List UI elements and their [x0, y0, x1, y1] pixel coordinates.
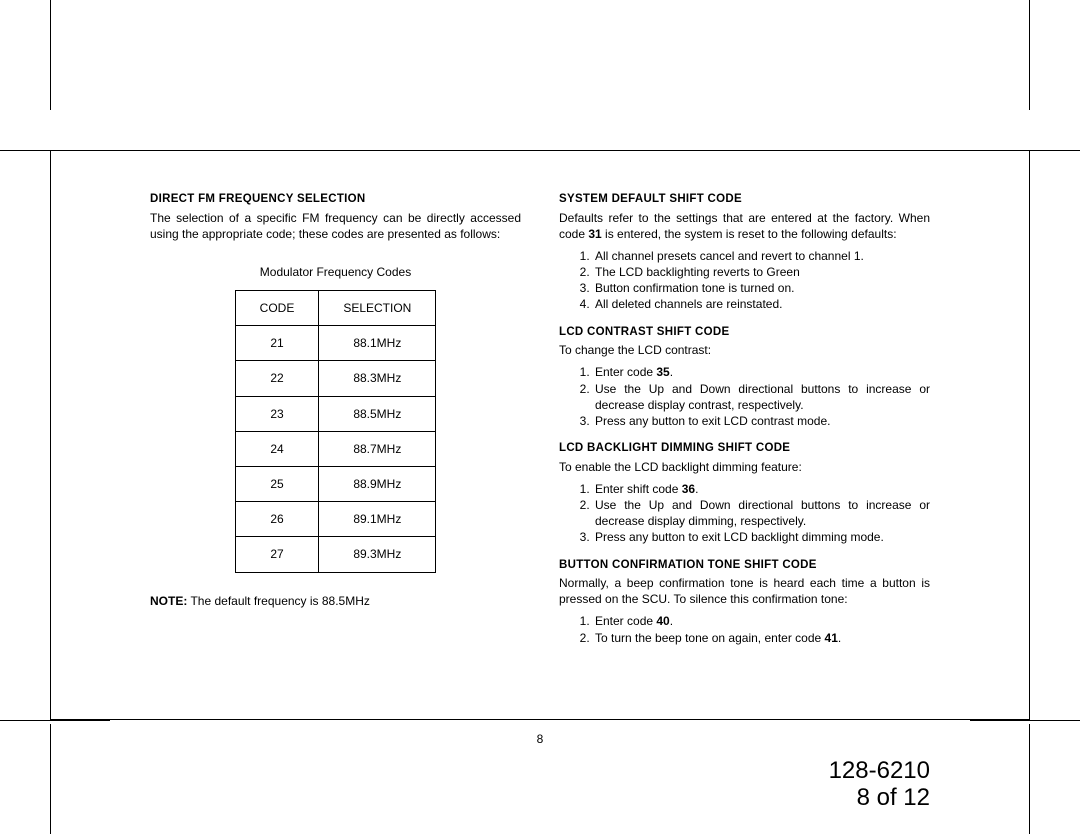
- heading-system-default: SYSTEM DEFAULT SHIFT CODE: [559, 192, 930, 208]
- cell-code: 24: [235, 431, 319, 466]
- cell-code: 22: [235, 361, 319, 396]
- table-row: 2689.1MHz: [235, 502, 436, 537]
- list-item: To turn the beep tone on again, enter co…: [593, 630, 930, 646]
- list-item: Press any button to exit LCD contrast mo…: [593, 413, 930, 429]
- table-row: 2588.9MHz: [235, 467, 436, 502]
- doc-number: 128-6210: [829, 757, 930, 785]
- cell-selection: 88.5MHz: [319, 396, 436, 431]
- list-lcd-contrast: Enter code 35. Use the Up and Down direc…: [559, 364, 930, 429]
- frequency-table: CODE SELECTION 2188.1MHz 2288.3MHz 2388.…: [235, 290, 437, 573]
- intro-button-tone: Normally, a beep confirmation tone is he…: [559, 575, 930, 607]
- cell-code: 25: [235, 467, 319, 502]
- crop-mark: [50, 0, 51, 110]
- cell-code: 23: [235, 396, 319, 431]
- heading-button-tone: BUTTON CONFIRMATION TONE SHIFT CODE: [559, 558, 930, 574]
- table-caption: Modulator Frequency Codes: [150, 264, 521, 280]
- left-column: DIRECT FM FREQUENCY SELECTION The select…: [150, 192, 521, 658]
- cell-code: 27: [235, 537, 319, 572]
- cell-selection: 88.1MHz: [319, 326, 436, 361]
- table-header-row: CODE SELECTION: [235, 291, 436, 326]
- note-label: NOTE:: [150, 594, 187, 608]
- intro-lcd-backlight: To enable the LCD backlight dimming feat…: [559, 459, 930, 475]
- list-system-default: All channel presets cancel and revert to…: [559, 248, 930, 313]
- crop-mark: [0, 720, 110, 721]
- table-row: 2288.3MHz: [235, 361, 436, 396]
- page-content: DIRECT FM FREQUENCY SELECTION The select…: [150, 192, 930, 658]
- list-lcd-backlight: Enter shift code 36. Use the Up and Down…: [559, 481, 930, 546]
- note-text: The default frequency is 88.5MHz: [187, 594, 370, 608]
- table-row: 2789.3MHz: [235, 537, 436, 572]
- intro-direct-fm: The selection of a specific FM frequency…: [150, 210, 521, 242]
- list-item: Button confirmation tone is turned on.: [593, 280, 930, 296]
- list-item: All channel presets cancel and revert to…: [593, 248, 930, 264]
- list-item: Enter shift code 36.: [593, 481, 930, 497]
- list-button-tone: Enter code 40. To turn the beep tone on …: [559, 613, 930, 645]
- cell-selection: 89.3MHz: [319, 537, 436, 572]
- list-item: All deleted channels are reinstated.: [593, 296, 930, 312]
- crop-mark: [970, 720, 1080, 721]
- list-item: Use the Up and Down directional buttons …: [593, 381, 930, 413]
- footer-block: 128-6210 8 of 12: [829, 757, 930, 812]
- inner-page-number: 8: [0, 732, 1080, 746]
- right-column: SYSTEM DEFAULT SHIFT CODE Defaults refer…: [559, 192, 930, 658]
- heading-lcd-backlight: LCD BACKLIGHT DIMMING SHIFT CODE: [559, 441, 930, 457]
- cell-selection: 88.9MHz: [319, 467, 436, 502]
- cell-code: 21: [235, 326, 319, 361]
- cell-code: 26: [235, 502, 319, 537]
- table-row: 2188.1MHz: [235, 326, 436, 361]
- crop-mark: [1029, 0, 1030, 110]
- heading-lcd-contrast: LCD CONTRAST SHIFT CODE: [559, 325, 930, 341]
- intro-lcd-contrast: To change the LCD contrast:: [559, 342, 930, 358]
- col-header-code: CODE: [235, 291, 319, 326]
- table-row: 2388.5MHz: [235, 396, 436, 431]
- table-row: 2488.7MHz: [235, 431, 436, 466]
- cell-selection: 88.3MHz: [319, 361, 436, 396]
- note-line: NOTE: The default frequency is 88.5MHz: [150, 593, 521, 609]
- para-system-default: Defaults refer to the settings that are …: [559, 210, 930, 242]
- cell-selection: 88.7MHz: [319, 431, 436, 466]
- cell-selection: 89.1MHz: [319, 502, 436, 537]
- list-item: Enter code 40.: [593, 613, 930, 629]
- list-item: Use the Up and Down directional buttons …: [593, 497, 930, 529]
- heading-direct-fm: DIRECT FM FREQUENCY SELECTION: [150, 192, 521, 208]
- list-item: Press any button to exit LCD backlight d…: [593, 529, 930, 545]
- list-item: Enter code 35.: [593, 364, 930, 380]
- col-header-selection: SELECTION: [319, 291, 436, 326]
- page-indicator: 8 of 12: [829, 784, 930, 812]
- list-item: The LCD backlighting reverts to Green: [593, 264, 930, 280]
